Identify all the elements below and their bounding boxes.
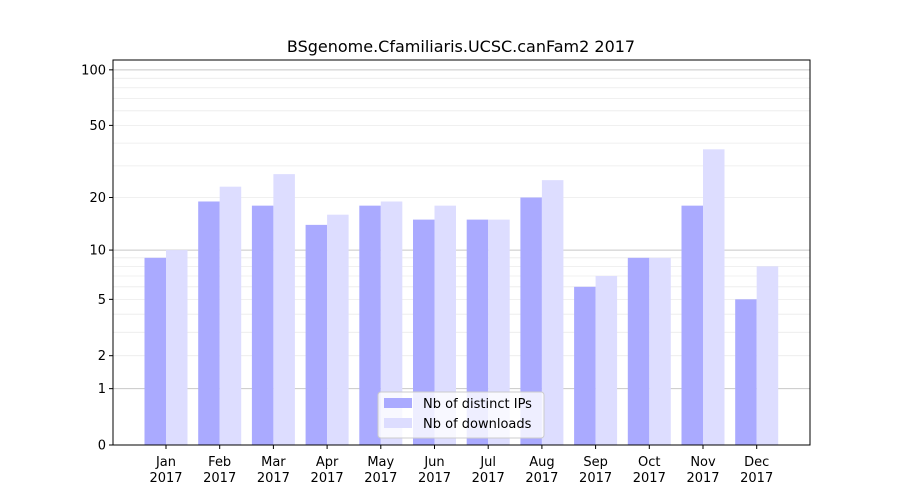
axes-frame [112,59,811,446]
bar-downloads [273,174,295,445]
bar-downloads [649,257,671,445]
legend-swatch [384,398,412,408]
bar-downloads [756,266,779,445]
x-tick-label: Apr 2017 [311,455,344,486]
y-tick-label: 20 [89,191,106,206]
bar-downloads [541,180,564,445]
bar-ips [359,205,381,445]
x-tick-label: Mar 2017 [257,455,290,486]
bar-downloads [703,149,725,445]
bar-ips [520,197,542,445]
y-tick-label: 0 [98,439,106,454]
legend: Nb of distinct IPs Nb of downloads [377,391,545,439]
legend-label: Nb of downloads [423,417,532,432]
y-tick-label: 2 [98,349,106,364]
y-tick-label: 10 [89,244,106,259]
x-tick-label: Dec 2017 [740,455,773,486]
bar-ips [735,299,757,445]
legend-box [377,391,545,439]
chart-title: BSgenome.Cfamiliaris.UCSC.canFam2 2017 [287,37,635,56]
x-tick-label: Jan 2017 [149,455,182,486]
bar-ips [198,201,220,445]
bar-ips [574,286,596,445]
bar-downloads [327,214,349,445]
x-tick-label: May 2017 [364,455,397,486]
y-tick-label: 1 [98,382,106,397]
bar-downloads [380,201,403,445]
y-tick-label: 5 [98,293,106,308]
x-tick-label: Jul 2017 [472,455,505,486]
bar-downloads [434,205,456,445]
bar-downloads [488,219,510,445]
legend-label: Nb of distinct IPs [423,397,532,412]
bar-ips [251,205,274,445]
legend-swatch [384,418,412,428]
y-tick-label: 100 [81,63,106,78]
bar-ips [413,219,435,445]
bar-ips [305,224,328,445]
x-tick-label: Jun 2017 [418,455,451,486]
bar-downloads [166,250,188,445]
bar-downloads [219,186,242,446]
x-tick-label: Aug 2017 [525,455,558,486]
bar-ips [627,257,650,445]
x-tick-label: Feb 2017 [203,455,236,486]
bar-ips [466,219,489,445]
bar-ips [144,257,166,445]
bar-ips [681,205,703,445]
x-tick-label: Oct 2017 [633,455,666,486]
y-tick-label: 50 [89,119,106,134]
bar-downloads [595,275,618,445]
x-tick-label: Sep 2017 [579,455,612,486]
x-tick-label: Nov 2017 [686,455,719,486]
